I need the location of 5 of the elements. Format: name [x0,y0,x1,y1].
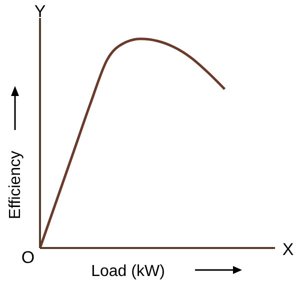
text: Y [34,2,46,21]
text: O [21,248,35,267]
text: X [282,240,294,259]
x-axis-title: Load (kW) [91,263,165,280]
y-axis-title: Efficiency [7,150,24,220]
